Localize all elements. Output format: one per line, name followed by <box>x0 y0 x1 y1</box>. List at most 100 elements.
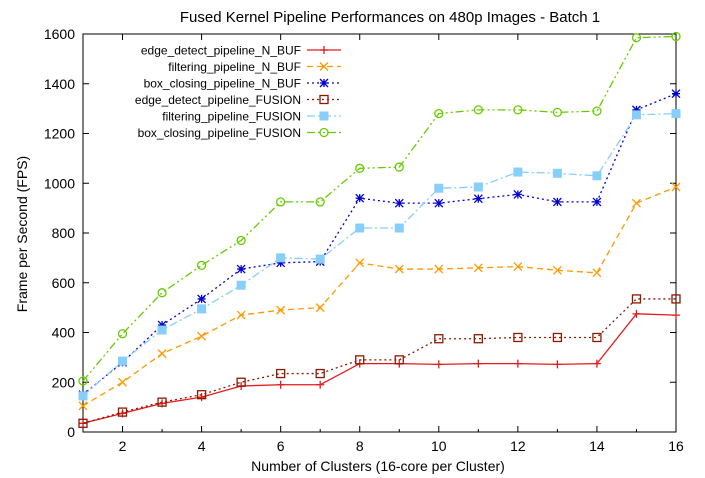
data-point-series-1 <box>197 393 206 402</box>
y-tick-label: 1600 <box>44 26 75 42</box>
data-point-series-1 <box>632 309 641 318</box>
data-point-series-1 <box>553 360 562 369</box>
data-point-series-5 <box>118 356 128 366</box>
x-tick-label: 12 <box>510 438 526 454</box>
data-point-series-3 <box>592 197 602 207</box>
data-point-series-5 <box>513 167 523 177</box>
data-point-series-6 <box>592 106 602 116</box>
data-point-series-3 <box>157 320 167 330</box>
legend-label: box_closing_pipeline_N_BUF <box>144 77 301 91</box>
data-point-series-3 <box>197 294 207 304</box>
plot-area: 0 200 400 600 800 1000 1200 1400 1600 2 4 6 8 10 12 14 1… <box>44 26 684 454</box>
data-point-series-3 <box>236 264 246 274</box>
data-point-series-5 <box>236 280 246 290</box>
data-point-series-2 <box>118 377 127 387</box>
data-point-series-2 <box>473 263 483 273</box>
series-line-5 <box>82 112 677 397</box>
data-point-series-1 <box>513 359 522 368</box>
data-point-series-5 <box>434 183 444 193</box>
y-tick-label: 800 <box>52 225 76 241</box>
legend-marker <box>319 127 329 138</box>
data-point-series-2 <box>552 265 562 275</box>
data-point-series-4 <box>276 368 286 379</box>
data-point-series-1 <box>672 311 680 320</box>
series-line-3 <box>82 93 677 396</box>
data-point-series-1 <box>434 360 443 369</box>
legend-marker <box>319 111 329 121</box>
data-point-series-3 <box>473 194 483 204</box>
data-point-series-5 <box>276 253 286 263</box>
data-point-series-1 <box>316 380 325 389</box>
data-point-series-4 <box>394 355 404 365</box>
x-tick-label: 2 <box>119 438 127 454</box>
x-tick-label: 4 <box>198 438 206 454</box>
legend-marker <box>319 78 329 88</box>
data-point-series-6 <box>631 33 642 43</box>
legend: edge_detect_pipeline_N_BUF filtering_pipe… <box>135 44 341 140</box>
data-point-series-4 <box>236 377 246 387</box>
data-point-series-5 <box>355 223 365 233</box>
data-point-series-3 <box>276 258 286 268</box>
x-tick-label: 10 <box>431 438 447 454</box>
data-point-series-6 <box>434 108 444 119</box>
data-point-series-2 <box>394 264 404 274</box>
data-point-series-5 <box>78 391 88 401</box>
data-point-series-3 <box>394 198 404 208</box>
y-tick-label: 200 <box>52 374 76 390</box>
series-line-6 <box>82 35 677 382</box>
data-point-series-4 <box>473 334 483 344</box>
x-tick-label: 6 <box>277 438 285 454</box>
data-point-series-6 <box>157 288 167 298</box>
data-point-series-3 <box>513 189 523 199</box>
data-point-series-6 <box>78 376 88 386</box>
data-point-series-6 <box>552 107 563 118</box>
chart-title: Fused Kernel Pipeline Performances on 48… <box>180 9 600 26</box>
x-axis-label: Number of Clusters (16-core per Cluster) <box>251 458 505 474</box>
data-point-series-5 <box>631 110 641 120</box>
data-point-series-6 <box>117 329 128 339</box>
data-point-series-3 <box>434 198 444 208</box>
x-tick-label: 16 <box>668 438 684 454</box>
data-point-series-6 <box>276 197 286 207</box>
data-point-series-2 <box>315 303 325 313</box>
y-axis-label: Frame per Second (FPS) <box>14 156 30 312</box>
data-point-series-6 <box>315 197 325 207</box>
legend-label: box_closing_pipeline_FUSION <box>138 126 301 140</box>
legend-marker <box>319 62 329 71</box>
data-point-series-4 <box>157 397 167 407</box>
legend-label: filtering_pipeline_FUSION <box>162 110 301 124</box>
data-point-series-2 <box>355 258 365 268</box>
data-point-series-4 <box>117 407 128 417</box>
legend-label: edge_detect_pipeline_N_BUF <box>141 44 301 58</box>
data-point-series-6 <box>355 163 365 173</box>
data-point-series-4 <box>592 332 602 343</box>
data-point-series-2 <box>78 401 88 411</box>
data-point-series-2 <box>236 310 246 320</box>
data-point-series-6 <box>513 105 523 115</box>
data-point-series-6 <box>671 31 681 42</box>
data-point-series-4 <box>631 294 642 304</box>
y-tick-label: 400 <box>52 325 76 341</box>
data-point-series-5 <box>552 168 562 178</box>
data-point-series-5 <box>473 182 483 192</box>
data-point-series-6 <box>236 235 246 246</box>
data-point-series-2 <box>197 331 207 341</box>
data-point-series-3 <box>671 89 681 99</box>
data-point-series-4 <box>196 390 207 400</box>
data-point-series-2 <box>434 264 444 274</box>
y-tick-label: 1400 <box>44 76 75 92</box>
data-point-series-6 <box>394 162 404 172</box>
data-point-series-3 <box>552 197 562 207</box>
data-point-series-6 <box>473 105 483 115</box>
x-tick-label: 8 <box>356 438 364 454</box>
series-line-1 <box>82 313 677 424</box>
data-point-series-4 <box>355 355 365 365</box>
y-tick-label: 600 <box>52 275 76 291</box>
y-tick-label: 1200 <box>44 126 75 142</box>
data-point-series-4 <box>78 418 88 428</box>
data-point-series-2 <box>276 305 286 315</box>
data-point-series-1 <box>79 419 87 428</box>
legend-marker <box>319 94 329 105</box>
data-point-series-1 <box>474 359 483 368</box>
